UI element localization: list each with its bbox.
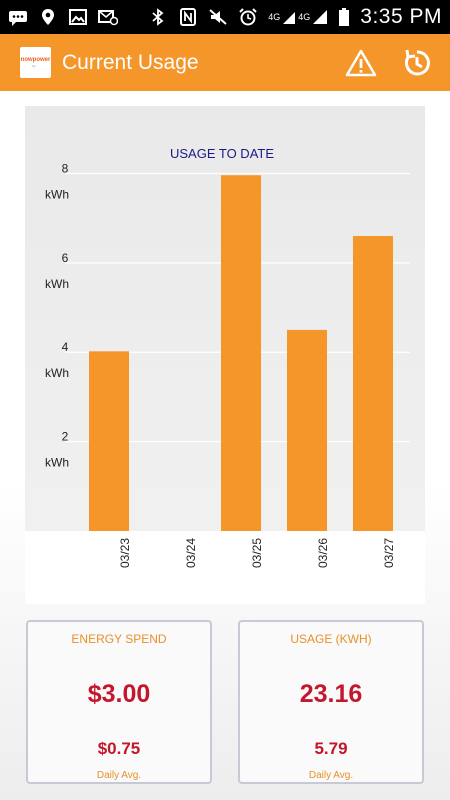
bluetooth-icon — [148, 8, 168, 26]
usage-kwh-label: USAGE (KWH) — [290, 632, 372, 646]
chart-title: USAGE TO DATE — [170, 146, 274, 161]
status-system: 4G 4G 3:35 PM — [148, 5, 442, 29]
usage-kwh-value: 23.16 — [299, 680, 363, 708]
x-tick-label: 03/26 — [316, 538, 330, 568]
alarm-icon — [238, 8, 258, 26]
network-label-1: 4G — [268, 11, 281, 22]
y-tick-label: 4 — [62, 340, 69, 354]
x-tick-label: 03/23 — [118, 538, 132, 568]
logo-text: nowpower — [20, 57, 51, 63]
refresh-icon — [405, 49, 430, 75]
chart-bar — [353, 236, 393, 531]
logo-subtext: by ... — [32, 64, 39, 68]
nfc-icon — [178, 8, 198, 26]
y-tick-unit: kWh — [45, 366, 69, 380]
location-icon — [38, 8, 58, 26]
usage-daily-caption: Daily Avg. — [308, 770, 354, 781]
chart-x-ticks: 03/23 03/24 03/25 03/26 03/27 — [118, 538, 396, 568]
email-icon — [98, 8, 118, 26]
app-bar: nowpower by ... Current Usage — [0, 34, 450, 91]
status-bar: 4G 4G 3:35 PM — [0, 0, 450, 34]
y-tick-unit: kWh — [45, 187, 69, 201]
chart-bar — [221, 175, 261, 532]
energy-daily-value: $0.75 — [97, 739, 141, 758]
x-tick-label: 03/24 — [184, 538, 198, 568]
energy-spend-label: ENERGY SPEND — [71, 632, 167, 646]
page-title: Current Usage — [62, 50, 199, 74]
y-tick-unit: kWh — [45, 456, 69, 470]
y-tick-label: 2 — [62, 430, 69, 444]
usage-kwh-card[interactable]: USAGE (KWH) 23.16 5.79 Daily Avg. — [238, 620, 424, 784]
chart-y-ticks: 2 kWh 4 kWh 6 kWh 8 kWh — [45, 161, 69, 469]
chart-bar — [89, 351, 129, 531]
y-tick-unit: kWh — [45, 277, 69, 291]
battery-icon — [338, 8, 350, 26]
usage-daily-value: 5.79 — [314, 739, 348, 758]
mute-icon — [208, 8, 228, 26]
status-notifications — [8, 8, 118, 26]
x-tick-label: 03/25 — [250, 538, 264, 568]
network-indicators: 4G 4G — [268, 8, 328, 26]
energy-spend-card[interactable]: ENERGY SPEND $3.00 $0.75 Daily Avg. — [26, 620, 212, 784]
warning-icon — [345, 49, 377, 76]
signal-icon — [312, 8, 328, 26]
y-tick-label: 8 — [62, 161, 69, 175]
app-logo: nowpower by ... — [20, 47, 51, 78]
chart-bar — [287, 329, 327, 531]
warning-button[interactable] — [344, 46, 378, 80]
image-icon — [68, 8, 88, 26]
app-bar-actions — [344, 46, 434, 80]
usage-chart-card: USAGE TO DATE 2 kWh 4 kWh 6 kWh 8 kWh 03/23 03/2… — [25, 106, 425, 604]
refresh-button[interactable] — [400, 46, 434, 80]
wifi-icon — [282, 8, 296, 26]
chart-bars — [89, 175, 393, 532]
network-label-2: 4G — [298, 11, 311, 22]
message-icon — [8, 8, 28, 26]
status-time: 3:35 PM — [360, 5, 442, 28]
x-tick-label: 03/27 — [382, 538, 396, 568]
energy-daily-caption: Daily Avg. — [96, 770, 142, 781]
energy-spend-value: $3.00 — [87, 680, 151, 708]
y-tick-label: 6 — [62, 251, 69, 265]
